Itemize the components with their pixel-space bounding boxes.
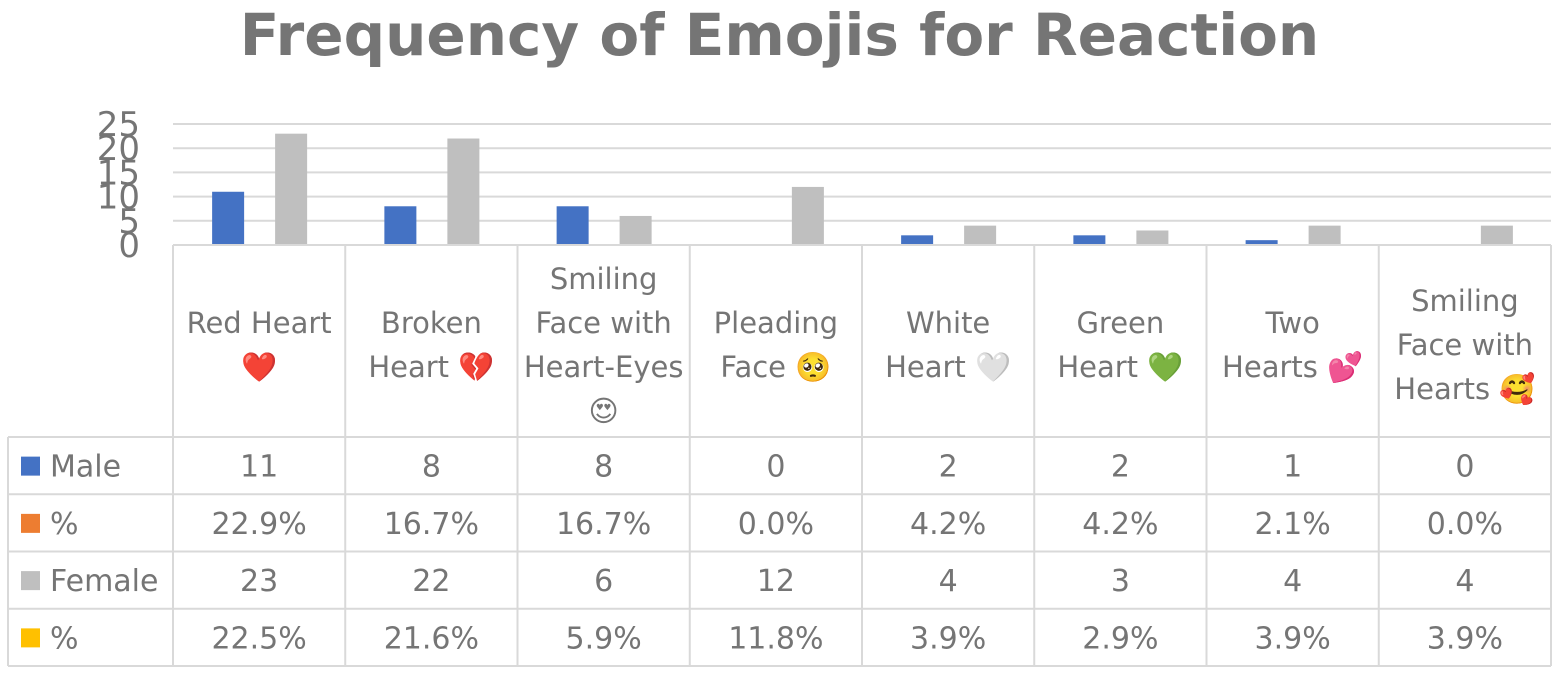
legend-key	[21, 628, 40, 648]
series-name: %	[50, 507, 79, 542]
data-label: 4.2%	[1082, 507, 1158, 542]
bar-female-4	[964, 225, 997, 245]
data-label: 4	[939, 564, 958, 599]
data-label: 3.9%	[1255, 621, 1331, 656]
gridlines	[173, 123, 1551, 222]
data-label: 3.9%	[910, 621, 986, 656]
category-label: Green Heart 💚	[1057, 306, 1184, 384]
bar-male-1	[384, 206, 417, 245]
data-label: 16.7%	[384, 507, 479, 542]
bar-male-4	[901, 235, 934, 245]
series-name: %	[50, 621, 79, 656]
data-label: 16.7%	[556, 507, 651, 542]
category-label: Two Hearts 💕	[1222, 306, 1363, 384]
legend-key	[21, 571, 40, 591]
y-tick-label: 0	[118, 226, 140, 266]
series-name: Male	[50, 450, 121, 485]
data-label: 1	[1283, 450, 1302, 485]
category-label: Red Heart ❤️	[187, 306, 332, 384]
data-label: 12	[757, 564, 795, 599]
data-label: 2	[1111, 450, 1130, 485]
data-label: 3.9%	[1427, 621, 1503, 656]
bar-male-2	[556, 206, 589, 245]
bar-male-0	[212, 191, 245, 245]
data-label: 22.5%	[211, 621, 306, 656]
data-label: 0.0%	[1427, 507, 1503, 542]
data-label: 4.2%	[910, 507, 986, 542]
bar-female-5	[1136, 230, 1169, 245]
bar-female-7	[1480, 225, 1513, 245]
legend-key	[21, 513, 40, 533]
data-label: 23	[240, 564, 278, 599]
data-label: 4	[1283, 564, 1302, 599]
bar-female-6	[1308, 225, 1341, 245]
bar-female-0	[275, 133, 308, 245]
data-label: 2.9%	[1082, 621, 1158, 656]
category-label: Smiling Face with Heart-Eyes 😍	[524, 262, 684, 428]
data-label: 0	[1455, 450, 1474, 485]
chart-title: Frequency of Emojis for Reaction	[239, 1, 1320, 69]
data-label: 22.9%	[211, 507, 306, 542]
data-label: 8	[422, 450, 441, 485]
data-label: 3	[1111, 564, 1130, 599]
bar-female-3	[791, 186, 824, 245]
bar-male-6	[1245, 240, 1278, 245]
data-label: 4	[1455, 564, 1474, 599]
bar-female-1	[447, 138, 480, 245]
bars	[212, 133, 1513, 245]
data-label: 21.6%	[384, 621, 479, 656]
data-label: 0	[766, 450, 785, 485]
bar-female-2	[619, 215, 652, 245]
category-label: Broken Heart 💔	[368, 306, 495, 384]
data-label: 11	[240, 450, 278, 485]
data-label: 2	[939, 450, 958, 485]
y-tick-label: 10	[97, 178, 140, 218]
y-tick-label: 25	[97, 105, 140, 145]
data-label: 8	[594, 450, 613, 485]
category-label: White Heart 🤍	[885, 306, 1012, 384]
bar-male-5	[1073, 235, 1106, 245]
data-label: 22	[412, 564, 450, 599]
data-label: 2.1%	[1255, 507, 1331, 542]
y-tick-label: 5	[118, 202, 140, 242]
data-label: 6	[594, 564, 613, 599]
data-label: 5.9%	[566, 621, 642, 656]
data-label: 0.0%	[738, 507, 814, 542]
data-table: Red Heart ❤️ Broken Heart 💔 Smiling Face with…	[7, 244, 1552, 667]
y-tick-label: 20	[97, 129, 140, 169]
y-tick-label: 15	[97, 153, 140, 193]
legend-key	[21, 456, 40, 476]
category-label: Pleading Face 🥺	[714, 306, 838, 384]
series-name: Female	[50, 564, 158, 599]
data-label: 11.8%	[728, 621, 823, 656]
category-label: Smiling Face with Hearts 🥰	[1394, 284, 1535, 406]
